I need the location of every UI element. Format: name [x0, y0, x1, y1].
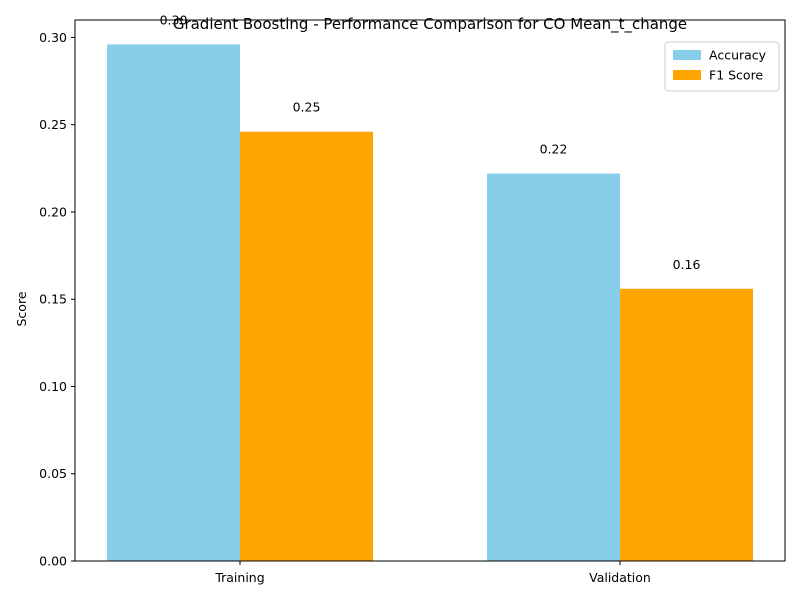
bar-accuracy-validation [487, 173, 620, 561]
x-axis: Training Validation [214, 561, 651, 585]
data-label: 0.16 [673, 257, 701, 272]
legend-label: F1 Score [709, 68, 763, 83]
y-axis-label: Score [14, 291, 29, 326]
data-label: 0.22 [540, 142, 568, 157]
y-tick-label: 0.25 [39, 117, 67, 132]
plot-frame [74, 19, 786, 562]
y-tick-label: 0.20 [39, 204, 67, 219]
chart-title: Gradient Boosting - Performance Comparis… [173, 15, 687, 34]
y-tick-label: 0.30 [39, 30, 67, 45]
bar-f1-score-training [240, 131, 373, 562]
x-tick-label: Training [214, 570, 264, 585]
data-label: 0.25 [293, 100, 321, 115]
legend-swatch [673, 50, 701, 60]
data-labels-group: 0.300.250.220.16 [160, 12, 701, 271]
bar-f1-score-validation [620, 288, 753, 561]
legend-label: Accuracy [709, 48, 767, 63]
y-tick-label: 0.10 [39, 379, 67, 394]
bars-group [107, 44, 753, 562]
x-tick-label: Validation [589, 570, 651, 585]
y-axis: 0.00 0.05 0.10 0.15 0.20 0.25 0.30 [39, 30, 75, 569]
legend-swatch [673, 70, 701, 80]
y-tick-label: 0.15 [39, 292, 67, 307]
y-tick-label: 0.00 [39, 554, 67, 569]
legend: Accuracy F1 Score [664, 41, 780, 92]
bar-accuracy-training [107, 44, 240, 562]
y-tick-label: 0.05 [39, 466, 67, 481]
